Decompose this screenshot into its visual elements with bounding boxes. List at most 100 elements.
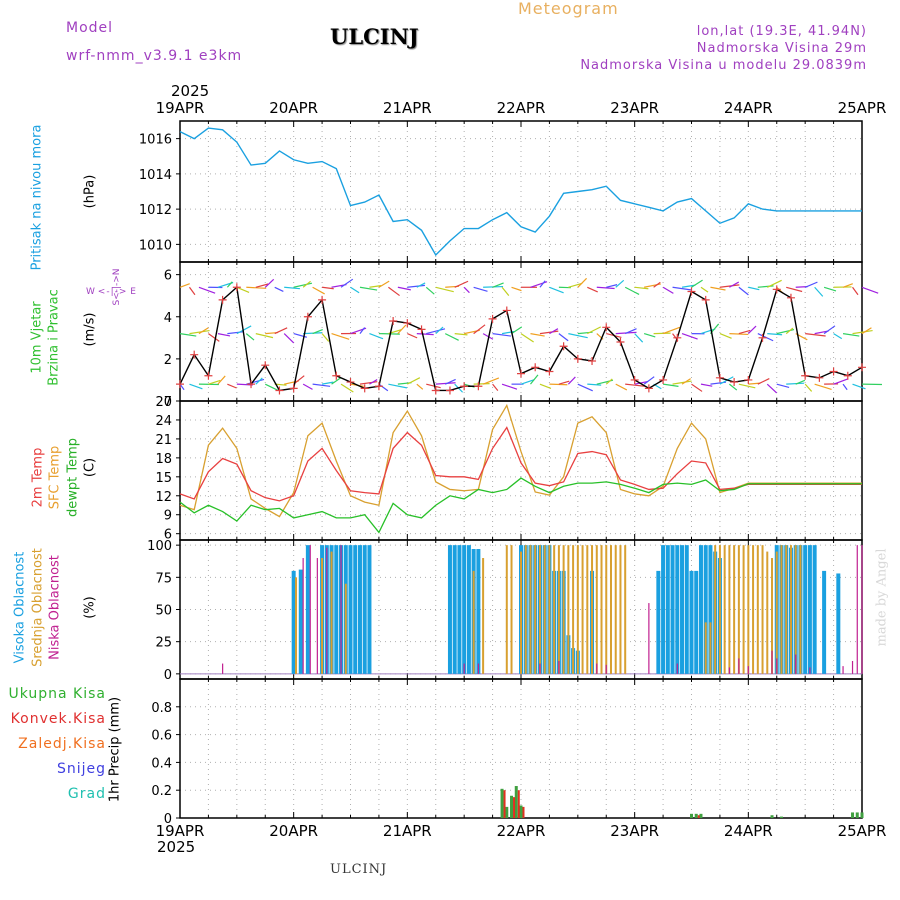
low-cloud-bar — [809, 667, 811, 674]
wind-arrow — [407, 333, 418, 339]
wind-speed-marker — [275, 386, 284, 395]
wind-arrow — [492, 333, 512, 337]
wind-speed-marker — [204, 371, 213, 380]
date-label-top: 20APR — [269, 99, 318, 117]
wind-arrow — [738, 329, 751, 335]
wind-speed-marker — [261, 361, 270, 370]
wind-arrow — [681, 378, 691, 385]
mid-cloud-bar — [344, 583, 347, 674]
wind-arrow — [643, 333, 656, 338]
precip-ytick-label: 0.2 — [151, 784, 172, 799]
mid-cloud-bar — [295, 577, 298, 674]
wind-speed-marker — [815, 373, 824, 382]
wind-arrow — [198, 286, 216, 294]
compass-horizontal: W <-|-> E — [86, 287, 136, 297]
wind-arrow — [539, 280, 546, 288]
wind-arrow — [378, 280, 390, 288]
high-cloud-bar — [447, 545, 452, 674]
mid-cloud-bar — [600, 545, 603, 674]
mid-cloud-bar — [562, 545, 565, 674]
wind-speed-marker — [531, 363, 540, 372]
precip-total-bar — [770, 815, 774, 818]
wind-arrow — [662, 326, 681, 335]
wind-arrow — [435, 286, 454, 293]
high-cloud-bar — [357, 545, 362, 674]
wind-speed-marker — [715, 373, 724, 382]
low-cloud-bar — [222, 663, 224, 674]
wind-arrow — [624, 328, 637, 335]
altitude-label: Nadmorska Visina 29m — [696, 41, 867, 56]
wind-arrow — [700, 383, 713, 387]
precip-convective-bar — [503, 790, 506, 818]
wind-arrow — [530, 374, 539, 385]
cloud-ytick-label: 25 — [155, 636, 172, 651]
wind-arrow — [284, 286, 301, 290]
wind-arrow — [624, 286, 640, 295]
low-cloud-bar — [463, 663, 465, 674]
mid-cloud-bar — [619, 545, 622, 674]
date-label-top: 21APR — [383, 99, 432, 117]
wind-arrow — [454, 333, 468, 336]
wind-speed-marker — [318, 295, 327, 304]
wind-arrow — [634, 333, 644, 343]
wind-speed-marker — [659, 375, 668, 384]
wind-arrow — [444, 333, 459, 341]
wind-arrow — [246, 378, 265, 385]
pressure-ytick-label: 1012 — [139, 203, 172, 218]
temperature-ytick-label: 27 — [155, 395, 172, 410]
mid-cloud-bar — [794, 545, 797, 674]
high-cloud-bar — [708, 545, 713, 674]
wind-arrow — [321, 333, 330, 342]
dewpoint-line — [179, 477, 862, 534]
wind-arrow — [350, 286, 360, 294]
mid-cloud-bar — [520, 551, 522, 674]
wind-arrow — [558, 333, 569, 342]
high-cloud-bar — [665, 545, 670, 674]
high-cloud-bar — [822, 570, 827, 674]
date-label-top: 24APR — [724, 99, 773, 117]
low-cloud-bar — [316, 558, 318, 674]
low-cloud-bar — [851, 660, 854, 674]
wind-arrow — [302, 280, 311, 288]
wind-arrow — [625, 383, 645, 387]
wind-arrow — [198, 327, 209, 335]
high-cloud-bar — [661, 545, 666, 674]
temperature-ytick-label: 21 — [155, 433, 172, 448]
precip-ytick-label: 0.6 — [151, 729, 172, 744]
wind-arrow — [757, 285, 774, 288]
wind-arrow — [416, 282, 426, 288]
wind-arrow — [729, 383, 738, 391]
footer-station: ULCINJ — [330, 862, 388, 877]
mid-cloud-bar — [752, 545, 755, 674]
wind-arrow — [388, 286, 400, 297]
precip-total-bar — [851, 812, 855, 818]
wind-arrow — [501, 383, 518, 390]
low-cloud-bar — [302, 558, 304, 674]
wind-arrow — [264, 383, 279, 391]
wind-arrow — [766, 383, 778, 394]
precip-legend-item: Konvek.Kisa — [10, 711, 106, 727]
mid-cloud-bar — [756, 545, 759, 674]
low-cloud-bar — [340, 545, 342, 674]
year-bottom: 2025 — [157, 838, 196, 856]
wind-speed-marker — [858, 363, 866, 372]
wind-arrow — [767, 333, 783, 336]
mid-cloud-bar — [733, 545, 736, 674]
wind-arrow — [264, 278, 275, 288]
high-cloud-bar — [466, 545, 471, 674]
low-cloud-bar — [648, 603, 650, 674]
wind-arrow — [681, 284, 696, 288]
compass-w: W — [86, 287, 95, 297]
wind-arrow — [605, 378, 613, 385]
wind-arrow — [217, 375, 226, 385]
high-cloud-bar — [305, 545, 310, 674]
mid-cloud-bar — [771, 558, 774, 674]
wind-arrow — [729, 333, 749, 336]
precip-total-bar — [505, 806, 509, 818]
wind-arrow — [587, 326, 602, 335]
pressure-line — [179, 127, 862, 257]
mid-cloud-bar — [789, 545, 792, 674]
wind-arrow — [539, 330, 559, 335]
low-cloud-bar — [539, 663, 541, 674]
